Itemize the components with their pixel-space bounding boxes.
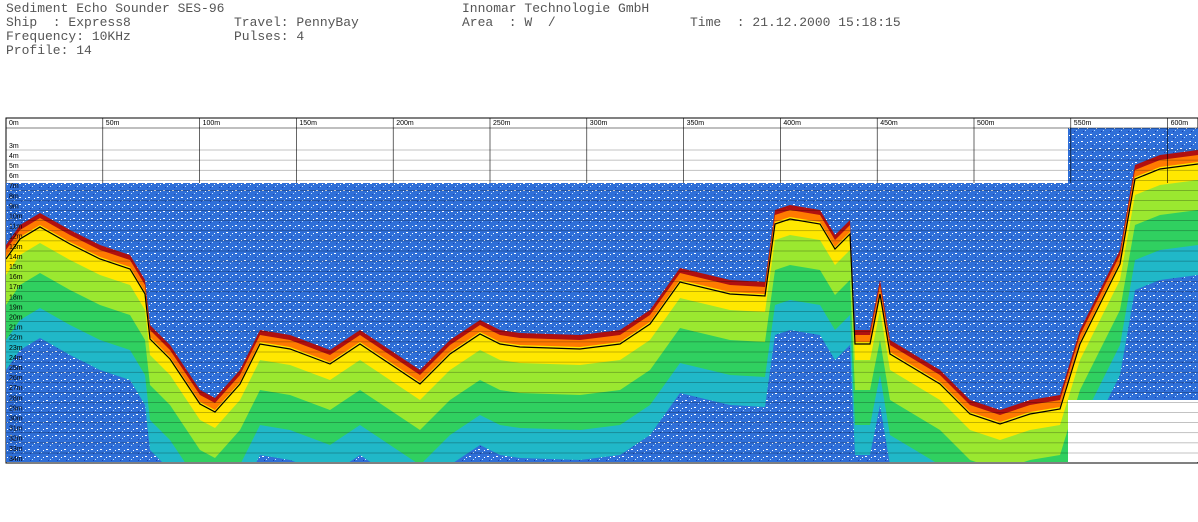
distance-label: 200m [396,120,414,127]
depth-label: 4m [9,153,19,160]
echogram: 3m 4m 5m 6m 7m 8m 9m 10m 11m 12m 13m 14m 15m 16m 17m 18… [0,0,1198,522]
depth-label: 24m [9,355,23,362]
depth-label: 19m [9,304,23,311]
depth-label: 12m [9,234,23,241]
distance-label: 400m [783,120,801,127]
depth-label: 3m [9,143,19,150]
depth-label: 23m [9,345,23,352]
depth-label: 16m [9,274,23,281]
depth-label: 28m [9,395,23,402]
depth-label: 30m [9,416,23,423]
depth-label: 10m [9,214,23,221]
page: Sediment Echo Sounder SES-96 Innomar Tec… [0,0,1198,522]
depth-label: 7m [9,183,19,190]
depth-label: 32m [9,436,23,443]
depth-label: 6m [9,173,19,180]
depth-label: 27m [9,385,23,392]
distance-label: 50m [106,120,120,127]
depth-label: 33m [9,446,23,453]
distance-label: 150m [299,120,317,127]
depth-label: 8m [9,193,19,200]
depth-label: 11m [9,224,22,231]
depth-label: 34m [9,456,23,463]
depth-label: 25m [9,365,23,372]
distance-label: 550m [1074,120,1092,127]
depth-label: 22m [9,335,23,342]
distance-label: 0m [9,120,19,127]
distance-label: 500m [977,120,995,127]
depth-label: 15m [9,264,23,271]
depth-label: 18m [9,294,23,301]
distance-label: 250m [493,120,511,127]
depth-label: 31m [9,426,23,433]
distance-label: 100m [203,120,221,127]
depth-label: 29m [9,405,23,412]
depth-label: 13m [9,244,23,251]
depth-label: 14m [9,254,23,261]
distance-label: 350m [687,120,705,127]
depth-label: 26m [9,375,23,382]
depth-label: 9m [9,203,19,210]
distance-label: 600m [1171,120,1189,127]
blank [1068,400,1198,462]
depth-label: 5m [9,163,19,170]
depth-label: 17m [9,284,23,291]
distance-label: 450m [880,120,898,127]
depth-label: 20m [9,315,23,322]
depth-label: 21m [9,325,23,332]
distance-label: 300m [590,120,608,127]
